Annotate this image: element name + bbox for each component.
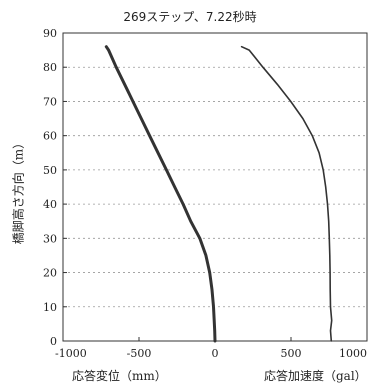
y-tick-label: 80 (43, 61, 57, 74)
plot-frame (62, 32, 368, 342)
series-lines (104, 45, 333, 343)
y-tick-label: 10 (43, 301, 57, 314)
x-axis-label-displacement: 応答変位（mm） (72, 369, 167, 383)
x-tick-label: -1000 (55, 347, 87, 360)
y-tick-label: 70 (43, 95, 57, 108)
x-tick-label: -500 (127, 347, 152, 360)
y-tick-label: 50 (43, 164, 57, 177)
y-tick-label: 40 (43, 198, 57, 211)
y-tick-label: 60 (43, 130, 57, 143)
x-axis-label-acceleration: 応答加速度（gal） (264, 369, 367, 383)
x-tick-label: 500 (281, 347, 302, 360)
y-tick-label: 20 (43, 267, 57, 280)
y-axis-ticks: 0 10 20 30 40 50 60 70 80 90 (43, 27, 67, 348)
chart-title: 269ステップ、7.22秒時 (123, 10, 257, 24)
displacement-series-line (104, 45, 217, 343)
x-axis-ticks: -1000 -500 0 500 1000 (55, 337, 368, 360)
x-tick-label: 0 (212, 347, 219, 360)
acceleration-series-line (240, 45, 333, 342)
y-tick-label: 0 (50, 335, 57, 348)
x-tick-label: 1000 (339, 347, 367, 360)
y-tick-label: 30 (43, 232, 57, 245)
y-tick-label: 90 (43, 27, 57, 40)
gridlines (63, 66, 367, 308)
